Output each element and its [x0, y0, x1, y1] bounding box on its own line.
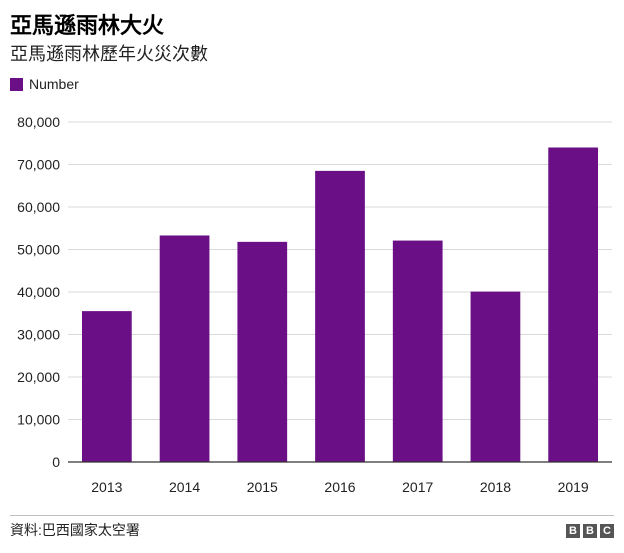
bar-2015	[237, 241, 288, 462]
chart-subtitle: 亞馬遜雨林歷年火災次數	[10, 44, 208, 64]
x-tick-label: 2018	[480, 479, 511, 495]
y-tick-label: 80,000	[17, 114, 60, 130]
y-tick-label: 40,000	[17, 284, 60, 300]
x-axis-ticks: 2013 2014 2015 2016 2017 2018 2019	[91, 479, 589, 495]
x-tick-label: 2013	[91, 479, 122, 495]
bars	[81, 147, 599, 462]
y-tick-label: 70,000	[17, 157, 60, 173]
legend-label: Number	[29, 76, 79, 92]
legend: Number	[10, 76, 79, 92]
bbc-logo-letter: C	[600, 524, 614, 538]
bar-2014	[159, 235, 210, 462]
y-tick-label: 60,000	[17, 199, 60, 215]
bar-2017	[392, 240, 443, 462]
x-tick-label: 2014	[169, 479, 200, 495]
bbc-logo-letter: B	[583, 524, 597, 538]
x-tick-label: 2017	[402, 479, 433, 495]
legend-swatch	[10, 77, 23, 91]
y-tick-label: 20,000	[17, 369, 60, 385]
chart-title: 亞馬遜雨林大火	[10, 13, 165, 38]
source-note: 資料:巴西國家太空署	[10, 522, 140, 538]
y-tick-label: 30,000	[17, 327, 60, 343]
y-tick-label: 10,000	[17, 412, 60, 428]
x-tick-label: 2019	[558, 479, 589, 495]
bar-2018	[470, 291, 521, 462]
y-tick-label: 0	[52, 454, 60, 470]
y-tick-label: 50,000	[17, 242, 60, 258]
bbc-logo: B B C	[566, 524, 614, 538]
bar-2016	[315, 170, 365, 462]
x-tick-label: 2016	[324, 479, 355, 495]
x-tick-label: 2015	[247, 479, 278, 495]
footer-divider	[10, 515, 614, 516]
bar-2019	[548, 147, 599, 462]
bar-2013	[81, 311, 132, 462]
bbc-logo-letter: B	[566, 524, 580, 538]
y-axis-ticks: 0 10,000 20,000 30,000 40,000 50,000 60,000 70,…	[17, 114, 60, 470]
